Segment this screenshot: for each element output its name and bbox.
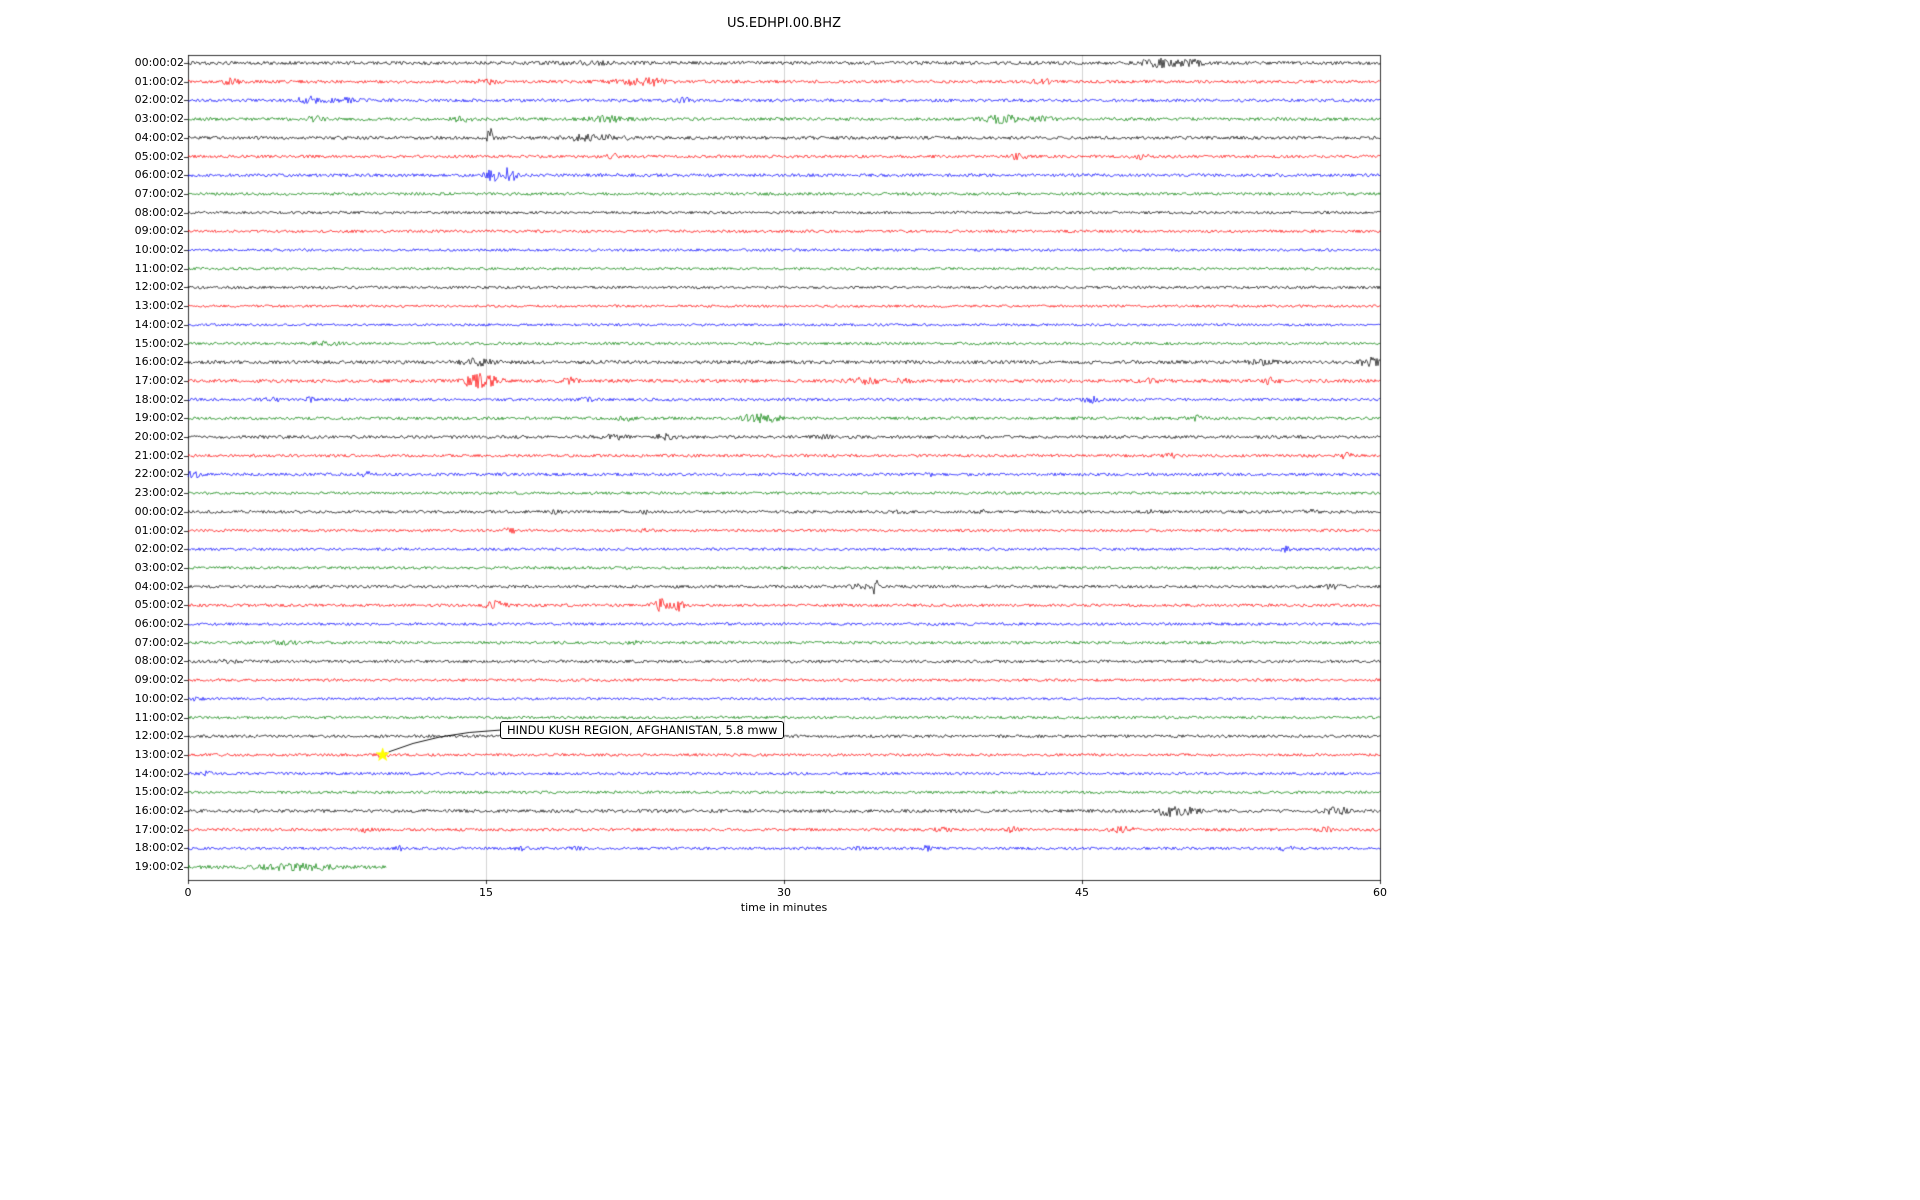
row-label: 18:00:02 [134, 841, 184, 855]
row-label: 00:00:02 [134, 56, 184, 69]
row-label: 03:00:02 [134, 560, 184, 574]
row-label: 19:00:02 [134, 411, 184, 425]
row-label: 15:00:02 [134, 785, 184, 799]
chart-title: US.EDHPI.00.BHZ [727, 16, 841, 31]
row-label: 04:00:02 [134, 579, 184, 593]
row-label: 05:00:02 [134, 598, 184, 612]
row-label: 09:00:02 [134, 224, 184, 238]
row-label: 05:00:02 [134, 149, 184, 163]
row-label: 07:00:02 [134, 635, 184, 649]
row-label: 03:00:02 [134, 112, 184, 126]
row-label: 21:00:02 [134, 448, 184, 462]
event-annotation-text: HINDU KUSH REGION, AFGHANISTAN, 5.8 mww [507, 723, 778, 737]
row-label: 14:00:02 [134, 766, 184, 780]
row-label: 08:00:02 [134, 654, 184, 668]
x-tick-label: 0 [184, 886, 192, 899]
row-label: 06:00:02 [134, 168, 184, 182]
x-tick-label: 60 [1373, 886, 1387, 899]
row-label: 22:00:02 [134, 467, 184, 481]
row-label: 01:00:02 [134, 74, 184, 88]
row-label: 11:00:02 [134, 710, 184, 724]
row-label: 02:00:02 [134, 93, 184, 107]
row-label: 18:00:02 [134, 392, 184, 406]
x-tick-label: 15 [479, 886, 493, 899]
row-label: 15:00:02 [134, 336, 184, 350]
row-label: 12:00:02 [134, 280, 184, 294]
row-label: 17:00:02 [134, 373, 184, 387]
x-tick-label: 30 [777, 886, 791, 899]
event-annotation: HINDU KUSH REGION, AFGHANISTAN, 5.8 mww [500, 721, 785, 739]
row-label: 10:00:02 [134, 243, 184, 256]
row-label: 19:00:02 [134, 860, 184, 874]
row-label: 12:00:02 [134, 729, 184, 743]
row-label: 02:00:02 [134, 542, 184, 556]
row-label: 10:00:02 [134, 691, 184, 705]
x-tick-label: 45 [1075, 886, 1089, 899]
row-label: 14:00:02 [134, 317, 184, 331]
row-label: 23:00:02 [134, 486, 184, 500]
row-label: 09:00:02 [134, 673, 184, 687]
row-label: 17:00:02 [134, 822, 184, 836]
row-label: 00:00:02 [134, 504, 184, 518]
row-label: 20:00:02 [134, 430, 184, 443]
row-label: 06:00:02 [134, 617, 184, 630]
row-label: 11:00:02 [134, 261, 184, 275]
row-label: 16:00:02 [134, 804, 184, 817]
row-label: 01:00:02 [134, 523, 184, 537]
row-label: 13:00:02 [134, 299, 184, 313]
row-label: 16:00:02 [134, 355, 184, 369]
x-axis-label: time in minutes [740, 901, 828, 914]
row-label: 08:00:02 [134, 205, 184, 219]
row-label: 13:00:02 [134, 747, 184, 761]
row-label: 07:00:02 [134, 186, 184, 200]
row-label: 04:00:02 [134, 130, 184, 144]
